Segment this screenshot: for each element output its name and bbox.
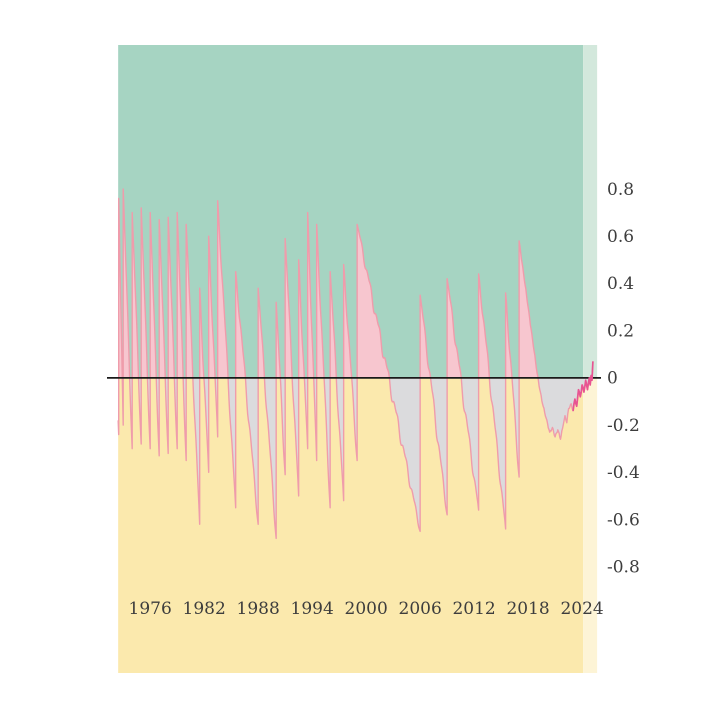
y-tick-label: -0.4 bbox=[607, 463, 640, 483]
series-line-recent bbox=[572, 361, 594, 412]
x-tick-label: 1994 bbox=[291, 599, 334, 619]
positive-background-band-recent bbox=[583, 45, 598, 378]
y-tick-label: -0.2 bbox=[607, 416, 640, 436]
y-tick-label: -0.6 bbox=[607, 510, 640, 530]
x-tick-label: 2024 bbox=[560, 599, 603, 619]
y-tick-label: 0.8 bbox=[607, 180, 634, 200]
x-tick-label: 2018 bbox=[506, 599, 549, 619]
y-tick-label: 0.6 bbox=[607, 227, 634, 247]
y-tick-label: 0.4 bbox=[607, 274, 634, 294]
x-tick-label: 2012 bbox=[452, 599, 495, 619]
y-tick-label: 0 bbox=[607, 369, 618, 389]
x-tick-label: 2006 bbox=[399, 599, 442, 619]
negative-background-band-recent bbox=[583, 377, 598, 673]
series-area-positive bbox=[118, 189, 593, 378]
series-area-negative bbox=[118, 377, 593, 539]
x-tick-label: 1982 bbox=[183, 599, 226, 619]
y-tick-label: -0.8 bbox=[607, 558, 640, 578]
x-tick-label: 1988 bbox=[237, 599, 280, 619]
y-tick-label: 0.2 bbox=[607, 321, 634, 341]
negative-background-band bbox=[118, 377, 584, 673]
series-line bbox=[117, 188, 594, 540]
x-tick-label: 1976 bbox=[129, 599, 172, 619]
x-tick-label: 2000 bbox=[345, 599, 388, 619]
